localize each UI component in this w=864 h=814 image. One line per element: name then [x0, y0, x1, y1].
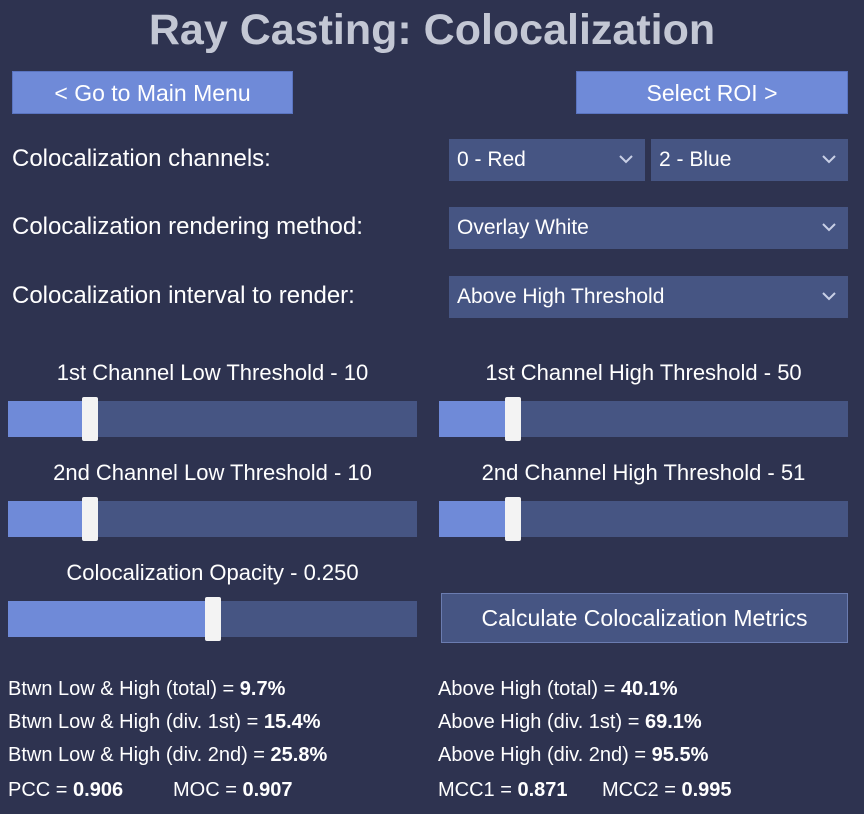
- metric-moc: MOC = 0.907: [173, 779, 293, 802]
- metric-value: 0.871: [517, 779, 568, 801]
- metric-label: Above High (div. 2nd) =: [438, 744, 652, 766]
- ch2-high-threshold-label: 2nd Channel High Threshold - 51: [481, 460, 806, 485]
- slider-fill: [439, 501, 513, 537]
- page-title: Ray Casting: Colocalization: [148, 6, 716, 54]
- ch2-low-threshold-label: 2nd Channel Low Threshold - 10: [53, 460, 372, 485]
- metric-value: 95.5%: [651, 744, 709, 766]
- interval-label: Colocalization interval to render:: [12, 282, 355, 309]
- metric-label: Btwn Low & High (div. 2nd) =: [8, 744, 271, 766]
- rendering-method-label: Colocalization rendering method:: [12, 213, 363, 240]
- metric-label: MCC1 =: [438, 779, 518, 801]
- metric-above-total: Above High (total) = 40.1%: [438, 678, 678, 701]
- metric-value: 9.7%: [239, 678, 286, 700]
- metric-label: PCC =: [8, 779, 74, 801]
- metric-label: MOC =: [173, 779, 243, 801]
- slider-handle[interactable]: [504, 397, 521, 441]
- slider-fill: [439, 401, 513, 437]
- metric-pcc: PCC = 0.906: [8, 779, 123, 802]
- channel-b-value: 2 - Blue: [659, 148, 732, 171]
- interval-select[interactable]: Above High Threshold: [449, 276, 848, 318]
- channel-b-select[interactable]: 2 - Blue: [651, 139, 848, 181]
- metric-label: Btwn Low & High (div. 1st) =: [8, 711, 264, 733]
- opacity-label: Colocalization Opacity - 0.250: [66, 560, 359, 585]
- select-roi-button[interactable]: Select ROI >: [576, 71, 848, 114]
- metric-label: Btwn Low & High (total) =: [8, 678, 240, 700]
- metric-above-div1: Above High (div. 1st) = 69.1%: [438, 711, 702, 734]
- opacity-slider[interactable]: [8, 597, 417, 641]
- metric-mcc2: MCC2 = 0.995: [602, 779, 732, 802]
- channel-a-select[interactable]: 0 - Red: [449, 139, 645, 181]
- slider-fill: [8, 601, 213, 637]
- channels-label: Colocalization channels:: [12, 145, 271, 172]
- slider-fill: [8, 501, 90, 537]
- channel-a-value: 0 - Red: [457, 148, 526, 171]
- metric-above-div2: Above High (div. 2nd) = 95.5%: [438, 744, 708, 767]
- metric-value: 0.907: [242, 779, 293, 801]
- calculate-metrics-button[interactable]: Calculate Colocalization Metrics: [441, 593, 848, 643]
- slider-handle[interactable]: [504, 497, 521, 541]
- metric-value: 0.906: [73, 779, 124, 801]
- slider-handle[interactable]: [204, 597, 221, 641]
- ch1-high-threshold-slider[interactable]: [439, 397, 848, 441]
- metric-btwn-total: Btwn Low & High (total) = 9.7%: [8, 678, 285, 701]
- interval-value: Above High Threshold: [457, 285, 665, 308]
- slider-handle[interactable]: [81, 397, 98, 441]
- chevron-down-icon: [822, 155, 836, 164]
- rendering-method-value: Overlay White: [457, 216, 589, 239]
- metric-label: Above High (total) =: [438, 678, 621, 700]
- metric-value: 40.1%: [620, 678, 678, 700]
- rendering-method-select[interactable]: Overlay White: [449, 207, 848, 249]
- metric-value: 69.1%: [644, 711, 702, 733]
- go-to-main-menu-button[interactable]: < Go to Main Menu: [12, 71, 293, 114]
- ch2-high-threshold-slider[interactable]: [439, 497, 848, 541]
- metric-btwn-div2: Btwn Low & High (div. 2nd) = 25.8%: [8, 744, 327, 767]
- slider-fill: [8, 401, 90, 437]
- ch1-low-threshold-slider[interactable]: [8, 397, 417, 441]
- ch2-low-threshold-slider[interactable]: [8, 497, 417, 541]
- chevron-down-icon: [619, 155, 633, 164]
- ch1-low-threshold-label: 1st Channel Low Threshold - 10: [56, 360, 369, 385]
- metric-mcc1: MCC1 = 0.871: [438, 779, 568, 802]
- metric-value: 15.4%: [263, 711, 321, 733]
- metric-label: MCC2 =: [602, 779, 682, 801]
- chevron-down-icon: [822, 223, 836, 232]
- metric-value: 25.8%: [270, 744, 328, 766]
- metric-value: 0.995: [681, 779, 732, 801]
- ch1-high-threshold-label: 1st Channel High Threshold - 50: [485, 360, 802, 385]
- slider-handle[interactable]: [81, 497, 98, 541]
- metric-btwn-div1: Btwn Low & High (div. 1st) = 15.4%: [8, 711, 321, 734]
- chevron-down-icon: [822, 292, 836, 301]
- metric-label: Above High (div. 1st) =: [438, 711, 645, 733]
